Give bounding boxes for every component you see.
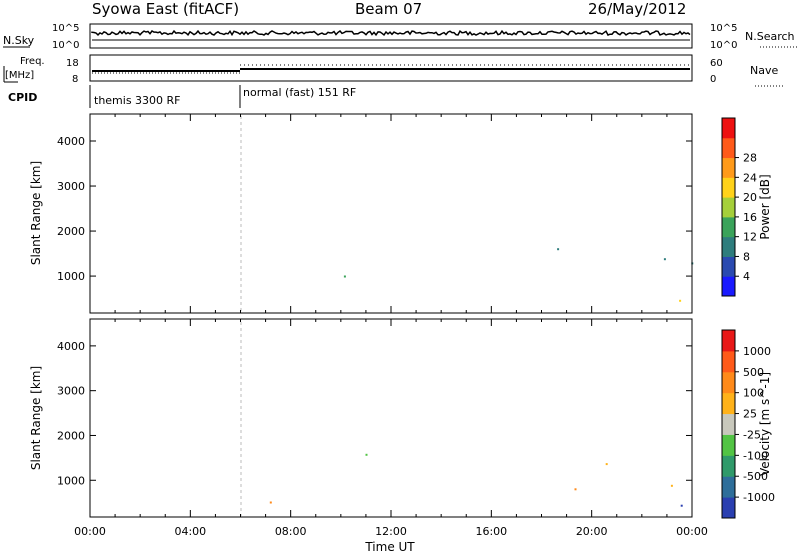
freq-label: Freq. (20, 56, 45, 67)
nave-label: Nave (750, 64, 778, 77)
power-echoes (343, 248, 694, 302)
freq-panel: Freq. [MHz] 18 8 60 0 Nave (3, 54, 785, 87)
time-tick-label: 16:00 (475, 525, 507, 538)
ytick-label: 3000 (57, 385, 85, 398)
velocity-colorbar: 1000 500 100 25 -25 -100 -500 -1000 Velocity [m… (721, 329, 775, 519)
colorbar-swatch (722, 157, 735, 178)
velocity-yticks: 1000 2000 3000 4000 (57, 340, 692, 487)
velocity-colorbar-label: Velocity [m s^-1] (758, 372, 772, 476)
freq-tick-top: 18 (66, 58, 79, 69)
nsearch-tick-top: 10^5 (710, 23, 737, 34)
power-yticks: 1000 2000 3000 4000 (57, 135, 692, 283)
power-panel: 1000 2000 3000 4000 Slant Range [km] (29, 113, 694, 314)
colorbar-swatch (722, 330, 735, 352)
ytick-label: 4000 (57, 340, 85, 353)
time-tick-label: 00:00 (74, 525, 106, 538)
station-title: Syowa East (fitACF) (92, 0, 239, 18)
colorbar-swatch (722, 434, 735, 456)
time-axis-title: Time UT (364, 540, 415, 554)
colorbar-swatch (722, 476, 735, 498)
nsky-trace (91, 29, 691, 41)
colorbar-swatch (722, 177, 735, 198)
nsearch-tick-bottom: 10^0 (710, 40, 737, 51)
nsky-tick-bottom: 10^0 (52, 40, 79, 51)
colorbar-swatch (722, 455, 735, 477)
power-colorbar-label: Power [dB] (758, 174, 772, 239)
colorbar-swatch (722, 276, 735, 297)
echo-cell (574, 488, 577, 491)
colorbar-swatch (722, 216, 735, 238)
colorbar-tick-label: 12 (743, 231, 757, 244)
time-axis-labels: 00:00 04:00 08:00 12:00 16:00 20:00 00:00 (74, 525, 708, 538)
colorbar-tick-label: 20 (743, 191, 757, 204)
freq-unit: [MHz] (5, 70, 34, 81)
velocity-xticks (89, 319, 693, 517)
cpid-segment-2: normal (fast) 151 RF (243, 86, 356, 99)
colorbar-tick-label: -1000 (743, 491, 775, 504)
time-tick-label: 00:00 (676, 525, 708, 538)
power-xticks (89, 114, 693, 313)
nave-tick-bottom: 0 (710, 74, 716, 85)
time-tick-label: 20:00 (576, 525, 608, 538)
velocity-ylabel: Slant Range [km] (29, 366, 43, 470)
echo-cell (605, 463, 608, 466)
echo-cell (269, 501, 272, 504)
time-tick-label: 04:00 (174, 525, 206, 538)
colorbar-tick-label: 16 (743, 211, 757, 224)
colorbar-swatch (722, 413, 735, 435)
power-colorbar: 4 8 12 16 20 24 28 Power [dB] (721, 117, 772, 297)
colorbar-swatch (722, 392, 735, 415)
power-ylabel: Slant Range [km] (29, 161, 43, 265)
beam-label: Beam 07 (355, 0, 422, 18)
echo-cell (670, 484, 673, 487)
time-tick-label: 08:00 (275, 525, 307, 538)
colorbar-tick-label: 100 (743, 387, 764, 400)
colorbar-swatch (722, 118, 735, 139)
echo-cell (679, 299, 682, 302)
colorbar-swatch (722, 497, 735, 519)
ytick-label: 2000 (57, 429, 85, 442)
colorbar-swatch (722, 236, 735, 257)
nsearch-label: N.Search (745, 30, 795, 43)
colorbar-tick-label: 4 (743, 270, 750, 283)
nsky-line (91, 29, 691, 37)
nave-tick-top: 60 (710, 58, 723, 69)
cpid-label: CPID (8, 91, 37, 104)
colorbar-swatch (722, 197, 735, 218)
ytick-label: 3000 (57, 180, 85, 193)
ytick-label: 2000 (57, 225, 85, 238)
echo-cell (680, 504, 683, 507)
colorbar-tick-label: -100 (743, 449, 768, 462)
nsky-panel: N.Sky 10^5 10^0 N.Search 10^5 10^0 (3, 23, 797, 51)
nsky-tick-top: 10^5 (52, 23, 79, 34)
velocity-panel: 1000 2000 3000 4000 Slant Range [km] (29, 318, 693, 518)
velocity-echoes (269, 453, 683, 507)
cpid-segment-1: themis 3300 RF (94, 94, 181, 107)
echo-cell (365, 453, 368, 456)
colorbar-tick-label: 500 (743, 366, 764, 379)
ytick-label: 1000 (57, 270, 85, 283)
nsky-label: N.Sky (3, 34, 35, 47)
colorbar-tick-label: 8 (743, 250, 750, 263)
echo-cell (343, 275, 346, 278)
colorbar-tick-label: 24 (743, 171, 757, 184)
time-tick-label: 12:00 (375, 525, 407, 538)
colorbar-swatch (722, 350, 735, 373)
echo-cell (557, 248, 560, 251)
ytick-label: 1000 (57, 474, 85, 487)
colorbar-swatch (722, 137, 735, 159)
colorbar-tick-label: 1000 (743, 345, 771, 358)
colorbar-tick-label: 28 (743, 152, 757, 165)
date-label: 26/May/2012 (588, 0, 686, 18)
cpid-row: CPID themis 3300 RF normal (fast) 151 RF (8, 85, 356, 108)
colorbar-swatch (722, 256, 735, 277)
colorbar-tick-label: -500 (743, 470, 768, 483)
ytick-label: 4000 (57, 135, 85, 148)
colorbar-swatch (722, 371, 735, 394)
echo-cell (663, 258, 666, 261)
colorbar-tick-label: 25 (743, 408, 757, 421)
freq-tick-bottom: 8 (72, 74, 78, 85)
colorbar-tick-label: -25 (743, 428, 761, 441)
